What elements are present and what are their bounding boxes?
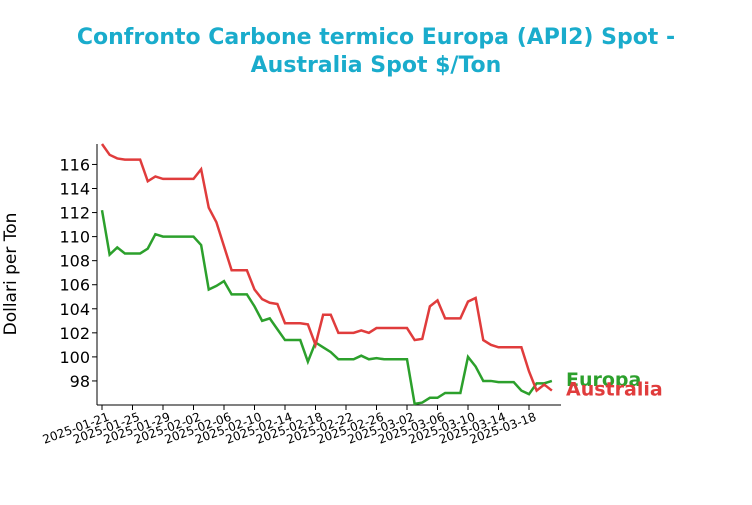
series-label: Australia xyxy=(566,379,663,401)
y-tick-label: 98 xyxy=(70,372,90,391)
y-tick-label: 104 xyxy=(59,300,90,319)
y-tick-label: 102 xyxy=(59,324,90,343)
y-tick-label: 114 xyxy=(59,180,90,199)
y-tick-label: 108 xyxy=(59,252,90,271)
y-tick-label: 112 xyxy=(59,204,90,223)
chart-title: Confronto Carbone termico Europa (API2) … xyxy=(76,25,676,78)
series-label: Europa xyxy=(566,369,641,391)
y-tick-label: 100 xyxy=(59,348,90,367)
y-tick-label: 110 xyxy=(59,228,90,247)
y-tick-label: 116 xyxy=(59,155,90,174)
y-tick-label: 106 xyxy=(59,276,90,295)
series-line xyxy=(100,209,553,406)
y-axis-label: Dollari per Ton xyxy=(1,213,21,336)
series-line xyxy=(100,143,553,393)
